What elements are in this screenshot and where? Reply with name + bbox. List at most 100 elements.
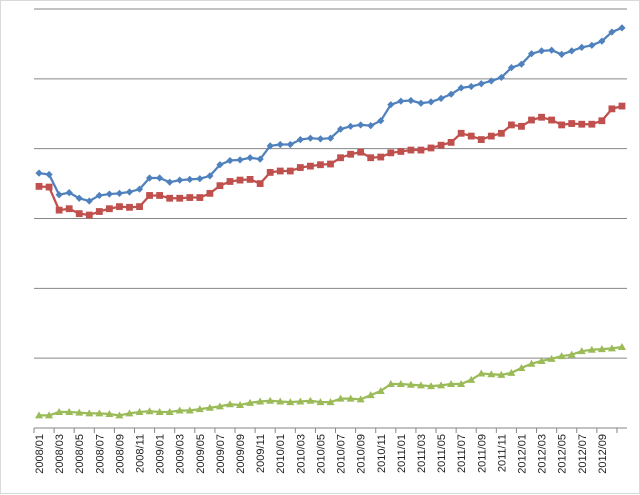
x-tick-label: 2008/05 [74,434,86,474]
data-point-triangle [577,347,586,355]
data-point-diamond [377,117,385,125]
data-point-triangle [185,406,194,414]
data-point-diamond [467,82,475,91]
data-point-square [367,154,375,162]
data-point-diamond [246,154,254,162]
data-point-square [568,120,576,127]
data-point-square [558,121,566,129]
data-point-triangle [497,370,506,378]
data-point-square [116,203,123,211]
data-point-square [467,132,475,140]
data-point-diamond [236,156,244,164]
data-point-diamond [437,94,445,102]
data-point-triangle [316,398,325,406]
data-point-square [357,148,365,156]
data-point-square [236,176,244,184]
data-point-diamond [537,47,546,55]
data-point-triangle [236,400,245,408]
data-point-diamond [357,121,365,129]
data-point-diamond [427,98,435,106]
data-point-triangle [75,408,84,416]
x-tick-label: 2009/03 [175,434,187,474]
data-point-square [598,117,606,125]
data-point-triangle [557,352,566,360]
data-point-triangle [517,363,526,371]
data-point-triangle [467,375,476,383]
data-point-square [427,144,435,152]
data-point-diamond [45,170,53,179]
data-point-diamond [35,169,43,177]
data-point-square [578,120,586,128]
data-point-triangle [396,380,405,388]
data-point-square [588,120,596,128]
x-tick-label: 2009/01 [155,434,167,474]
data-point-diamond [125,188,134,196]
series-3 [35,342,626,419]
data-point-triangle [155,407,164,415]
x-tick-label: 2008/01 [34,434,46,474]
data-point-diamond [347,122,355,130]
series-2 [35,102,626,219]
data-point-triangle [406,380,415,388]
data-point-triangle [607,344,616,352]
data-point-triangle [215,402,224,410]
data-point-triangle [55,407,64,415]
data-point-square [407,146,415,154]
data-point-square [156,192,164,199]
data-point-square [608,105,616,113]
data-point-diamond [527,50,536,58]
data-point-diamond [286,140,294,149]
data-point-triangle [175,406,184,414]
data-point-square [457,129,465,137]
data-point-square [176,194,184,202]
series-1 [35,24,626,205]
data-point-triangle [477,369,486,377]
data-point-triangle [547,354,556,362]
x-tick-label: 2010/11 [376,434,388,473]
data-point-diamond [497,73,505,82]
x-tick-label: 2011/07 [456,434,468,473]
data-point-triangle [286,398,295,406]
data-point-square [146,192,153,199]
data-point-diamond [608,28,616,36]
data-point-triangle [346,394,355,402]
data-point-diamond [115,189,124,197]
data-point-triangle [296,397,305,405]
data-point-triangle [135,407,144,415]
data-point-square [548,116,556,124]
data-point-triangle [256,397,265,405]
data-point-triangle [165,407,174,415]
data-point-diamond [95,191,103,200]
data-point-square [618,102,626,110]
data-point-diamond [226,156,234,165]
data-point-diamond [397,97,405,105]
data-point-diamond [65,189,73,197]
data-point-square [246,175,254,183]
data-point-square [216,182,224,190]
data-point-triangle [376,386,385,394]
data-point-square [518,122,525,130]
data-point-diamond [558,50,566,58]
data-point-diamond [387,101,395,109]
data-point-diamond [166,178,174,186]
data-point-diamond [156,174,164,182]
data-point-triangle [276,397,285,405]
data-point-square [166,194,174,202]
data-point-square [266,169,274,176]
data-point-square [196,194,204,201]
data-point-triangle [427,382,436,390]
data-point-diamond [266,142,274,150]
data-point-diamond [276,140,284,149]
x-axis [33,427,627,433]
data-point-diamond [618,24,626,32]
data-point-diamond [336,125,345,133]
data-point-square [136,203,143,211]
data-point-diamond [186,175,194,183]
data-point-square [528,116,535,124]
series-line [39,345,623,417]
data-point-square [226,178,234,185]
data-point-square [538,113,545,121]
data-point-diamond [105,190,113,198]
data-point-triangle [386,380,395,388]
data-point-triangle [356,395,365,403]
